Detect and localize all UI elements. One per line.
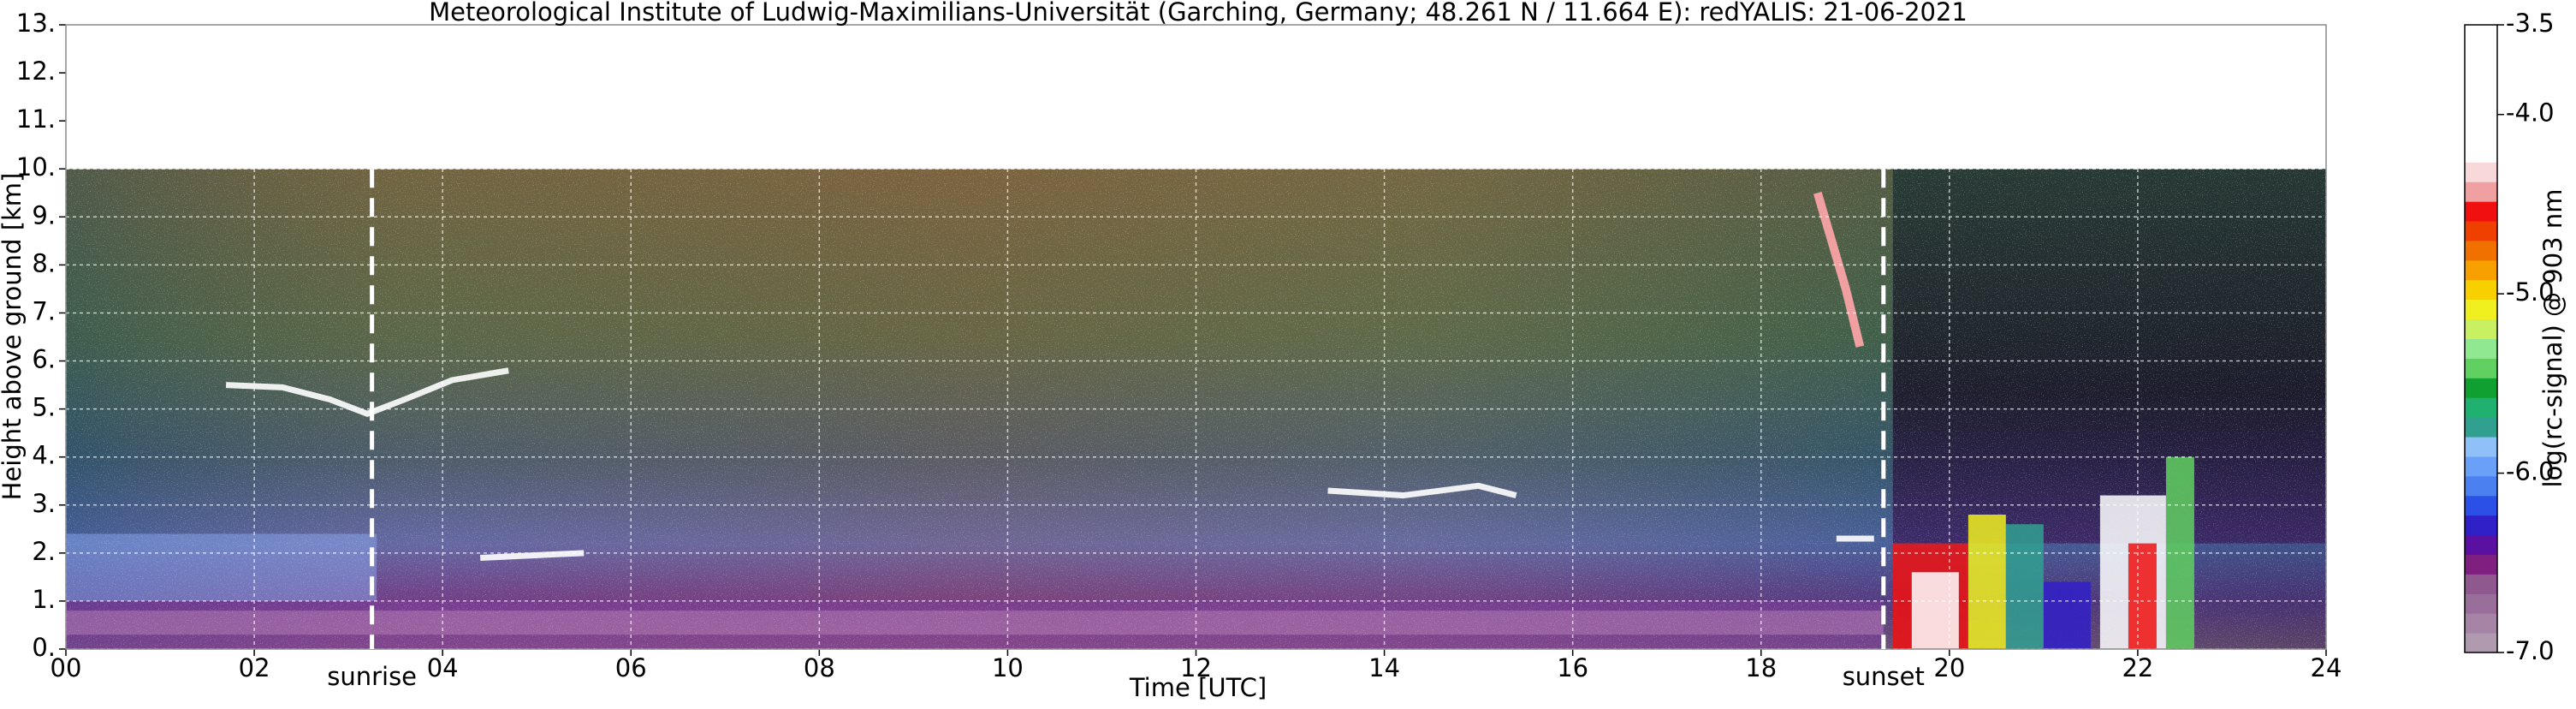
evening-cloud xyxy=(1968,514,2006,649)
colorbar-tick-label: -3.5 xyxy=(2506,9,2555,38)
y-tick-label: 2. xyxy=(32,537,56,566)
evening-cloud xyxy=(2128,543,2157,649)
colorbar-swatch xyxy=(2465,44,2497,65)
colorbar-frame xyxy=(2464,24,2498,653)
y-tick-label: 9. xyxy=(32,200,56,229)
y-tick-label: 0. xyxy=(32,633,56,662)
x-tick-label: 06 xyxy=(615,653,647,682)
x-tick-label: 16 xyxy=(1557,653,1588,682)
colorbar-swatch xyxy=(2465,554,2497,575)
plot-frame xyxy=(65,24,2327,650)
colorbar-swatch xyxy=(2465,162,2497,182)
upper-clear xyxy=(66,25,2326,170)
x-tick-label: 14 xyxy=(1368,653,1400,682)
y-tick-label: 8. xyxy=(32,248,56,277)
evening-cloud xyxy=(1911,572,1959,649)
cloud-layer xyxy=(225,367,509,417)
colorbar-swatch xyxy=(2465,397,2497,418)
colorbar-tick-label: -6.0 xyxy=(2506,457,2555,486)
y-tick-label: 4. xyxy=(32,441,56,470)
colorbar-swatch xyxy=(2465,358,2497,378)
colorbar-tick-label: -4.0 xyxy=(2506,98,2555,128)
colorbar-swatch xyxy=(2465,259,2497,281)
colorbar-label: log(rc-signal) @ 903 nm xyxy=(2538,189,2567,488)
y-tick-label: 11. xyxy=(16,104,56,134)
annotation-label: sunrise xyxy=(327,662,417,691)
evening-cloud xyxy=(2005,524,2044,649)
y-tick-label: 6. xyxy=(32,345,56,374)
x-tick-label: 24 xyxy=(2311,653,2342,682)
x-tick-label: 12 xyxy=(1180,653,1212,682)
colorbar-swatch xyxy=(2465,122,2497,143)
colorbar-swatch xyxy=(2465,182,2497,202)
y-tick-label: 10. xyxy=(16,152,56,182)
colorbar-tick-label: -5.0 xyxy=(2506,277,2555,307)
evening-cloud xyxy=(2043,581,2091,649)
x-axis-label: Time [UTC] xyxy=(1129,673,1267,702)
annotation-label: sunset xyxy=(1843,662,1925,691)
colorbar-swatch xyxy=(2465,515,2497,536)
cloud-layer xyxy=(1327,482,1517,499)
y-tick-label: 1. xyxy=(32,585,56,614)
y-axis-label: Height above ground [km] xyxy=(0,173,27,501)
colorbar-swatch xyxy=(2465,534,2497,555)
colorbar-swatch xyxy=(2465,456,2497,477)
colorbar-swatch xyxy=(2465,83,2497,104)
colorbar-swatch xyxy=(2465,142,2497,163)
x-tick-label: 04 xyxy=(427,653,459,682)
cloud-streak xyxy=(1813,191,1865,348)
colorbar-swatch xyxy=(2465,103,2497,124)
colorbar-swatch xyxy=(2465,378,2497,398)
x-tick-label: 02 xyxy=(239,653,270,682)
x-tick-label: 22 xyxy=(2122,653,2153,682)
colorbar-swatch xyxy=(2465,417,2497,438)
colorbar-swatch xyxy=(2465,221,2497,241)
colorbar-swatch xyxy=(2465,633,2497,653)
chart-title: Meteorological Institute of Ludwig-Maxim… xyxy=(429,0,1968,27)
colorbar-tick-label: -7.0 xyxy=(2506,636,2555,665)
y-tick-label: 13. xyxy=(16,9,56,38)
cloud-layer xyxy=(480,550,585,561)
colorbar-swatch xyxy=(2465,613,2497,634)
colorbar-swatch xyxy=(2465,299,2497,320)
colorbar-swatch xyxy=(2465,279,2497,301)
colorbar-swatch xyxy=(2465,63,2497,85)
colorbar-swatch xyxy=(2465,319,2497,339)
colorbar-swatch xyxy=(2465,475,2497,497)
colorbar-swatch xyxy=(2465,240,2497,261)
colorbar-swatch xyxy=(2465,437,2497,457)
y-tick-label: 5. xyxy=(32,393,56,422)
colorbar-swatch xyxy=(2465,201,2497,222)
colorbar-swatch xyxy=(2465,495,2497,516)
axes: 00 02 04 06 08 10 12 14 16 18 20 22 24 0. 1. 2. 3. 4. 5. 6.… xyxy=(16,9,2555,691)
x-tick-label: 10 xyxy=(992,653,1024,682)
colorbar-swatch xyxy=(2465,25,2497,45)
colorbar-swatch xyxy=(2465,574,2497,594)
colorbar-swatch xyxy=(2465,593,2497,614)
x-tick-label: 00 xyxy=(50,653,82,682)
x-tick-label: 20 xyxy=(1933,653,1965,682)
x-tick-label: 18 xyxy=(1745,653,1777,682)
y-tick-label: 12. xyxy=(16,57,56,86)
y-tick-label: 7. xyxy=(32,296,56,325)
x-tick-label: 08 xyxy=(804,653,835,682)
y-tick-label: 3. xyxy=(32,489,56,518)
colorbar-swatch xyxy=(2465,338,2497,359)
